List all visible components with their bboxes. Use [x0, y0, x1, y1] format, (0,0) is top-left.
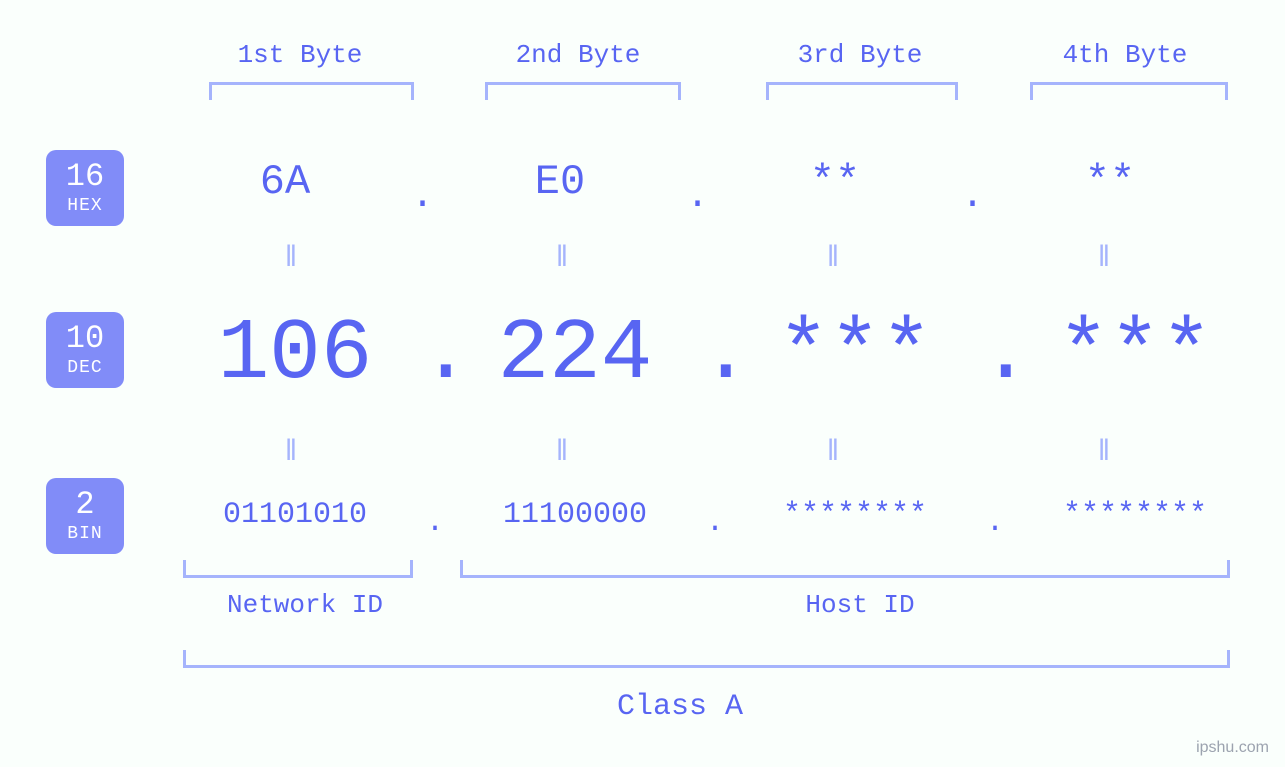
- host-bracket: [460, 560, 1230, 578]
- equals-1-3: ǁ: [712, 242, 954, 276]
- bin-byte-1: 01101010: [170, 498, 420, 532]
- hex-row: 6A . E0 . ** . **: [170, 158, 1225, 206]
- byte-header-2: 2nd Byte: [448, 40, 708, 70]
- base-label-hex: HEX: [67, 197, 102, 215]
- dec-sep-3: .: [980, 305, 1010, 403]
- hex-byte-4: **: [995, 158, 1225, 206]
- ip-diagram: 1st Byte 2nd Byte 3rd Byte 4th Byte 16 H…: [0, 0, 1285, 767]
- class-bracket: [183, 650, 1230, 668]
- base-badge-bin: 2 BIN: [46, 478, 124, 554]
- equals-2-4: ǁ: [983, 436, 1225, 470]
- equals-2-3: ǁ: [712, 436, 954, 470]
- base-badge-dec: 10 DEC: [46, 312, 124, 388]
- hex-sep-2: .: [683, 175, 713, 218]
- dec-sep-2: .: [700, 305, 730, 403]
- byte-header-1: 1st Byte: [170, 40, 430, 70]
- equals-row-2: ǁ ǁ ǁ ǁ: [170, 436, 1225, 470]
- bin-sep-3: .: [980, 506, 1010, 540]
- host-id-label: Host ID: [790, 590, 930, 620]
- dec-sep-1: .: [420, 305, 450, 403]
- byte-header-4: 4th Byte: [995, 40, 1255, 70]
- bin-sep-2: .: [700, 506, 730, 540]
- equals-1-2: ǁ: [441, 242, 683, 276]
- class-label: Class A: [600, 690, 760, 724]
- equals-1-4: ǁ: [983, 242, 1225, 276]
- equals-1-1: ǁ: [170, 242, 412, 276]
- base-num-dec: 10: [66, 323, 104, 355]
- base-label-dec: DEC: [67, 359, 102, 377]
- network-id-label: Network ID: [220, 590, 390, 620]
- base-label-bin: BIN: [67, 525, 102, 543]
- dec-row: 106 . 224 . *** . ***: [170, 305, 1225, 403]
- base-badge-hex: 16 HEX: [46, 150, 124, 226]
- hex-byte-2: E0: [445, 158, 675, 206]
- top-bracket-2: [485, 82, 681, 100]
- dec-byte-4: ***: [1010, 305, 1260, 403]
- bin-sep-1: .: [420, 506, 450, 540]
- network-bracket: [183, 560, 413, 578]
- dec-byte-3: ***: [730, 305, 980, 403]
- equals-2-1: ǁ: [170, 436, 412, 470]
- top-bracket-1: [209, 82, 414, 100]
- bin-row: 01101010 . 11100000 . ******** . *******…: [170, 498, 1225, 532]
- bin-byte-3: ********: [730, 498, 980, 532]
- hex-sep-3: .: [958, 175, 988, 218]
- base-num-bin: 2: [75, 489, 94, 521]
- hex-byte-1: 6A: [170, 158, 400, 206]
- byte-header-3: 3rd Byte: [730, 40, 990, 70]
- hex-byte-3: **: [720, 158, 950, 206]
- equals-row-1: ǁ ǁ ǁ ǁ: [170, 242, 1225, 276]
- bin-byte-2: 11100000: [450, 498, 700, 532]
- bin-byte-4: ********: [1010, 498, 1260, 532]
- hex-sep-1: .: [408, 175, 438, 218]
- dec-byte-2: 224: [450, 305, 700, 403]
- base-num-hex: 16: [66, 161, 104, 193]
- top-bracket-3: [766, 82, 958, 100]
- top-bracket-4: [1030, 82, 1228, 100]
- equals-2-2: ǁ: [441, 436, 683, 470]
- watermark: ipshu.com: [1196, 739, 1269, 757]
- dec-byte-1: 106: [170, 305, 420, 403]
